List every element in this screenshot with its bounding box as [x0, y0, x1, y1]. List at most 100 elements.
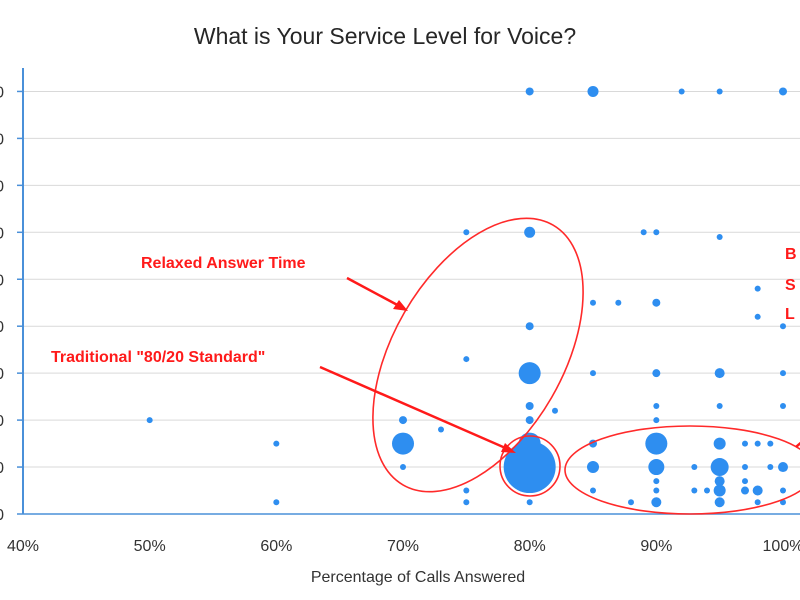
data-bubble [653, 487, 660, 494]
data-bubble [463, 499, 470, 506]
data-bubble [648, 459, 665, 476]
data-bubble [778, 462, 788, 473]
best-service-label-line2: S [785, 277, 796, 294]
x-tick-label: 70% [387, 538, 419, 555]
data-bubble [273, 440, 280, 447]
data-bubble [754, 440, 761, 447]
data-bubble [767, 464, 774, 471]
best-service-level-oval [564, 425, 800, 515]
y-tick-label: 0 [0, 319, 4, 336]
data-bubble [752, 485, 763, 496]
data-bubble [713, 484, 726, 497]
data-bubble [710, 458, 729, 477]
x-tick-labels: 40% 50% 60% 70% 80% 90% 100% [7, 538, 800, 555]
data-bubbles [146, 85, 788, 508]
data-bubble [526, 499, 533, 506]
y-tick-labels: 0 0 0 0 0 0 0 0 0 0 [0, 84, 23, 524]
traditional-standard-arrow [319, 365, 511, 452]
relaxed-answer-arrowhead [393, 300, 408, 311]
data-bubble [653, 417, 660, 424]
data-bubble [463, 356, 470, 363]
y-tick-label: 0 [0, 366, 4, 383]
x-tick-label: 50% [134, 538, 166, 555]
grid-lines [23, 90, 800, 468]
data-bubble [587, 461, 599, 474]
data-bubble [652, 298, 661, 307]
x-tick-label: 60% [260, 538, 292, 555]
data-bubble [518, 362, 541, 385]
data-bubble [678, 88, 685, 95]
data-bubble [525, 416, 534, 425]
data-bubble [714, 476, 725, 487]
y-tick-label: 0 [0, 84, 4, 101]
x-axis-label: Percentage of Calls Answered [311, 569, 525, 586]
data-bubble [503, 441, 556, 494]
x-tick-label: 80% [514, 538, 546, 555]
y-tick-label: 0 [0, 131, 4, 148]
data-bubble [653, 403, 660, 410]
data-bubble [713, 437, 726, 450]
y-tick-label: 0 [0, 460, 4, 477]
data-bubble [146, 417, 153, 424]
data-bubble [767, 440, 774, 447]
data-bubble [742, 440, 748, 447]
data-bubble [438, 426, 444, 433]
data-bubble [587, 85, 599, 97]
y-tick-label: 0 [0, 178, 4, 195]
data-bubble [779, 87, 787, 96]
data-bubble [780, 403, 786, 410]
x-tick-label: 100% [763, 538, 800, 555]
data-bubble [742, 478, 748, 485]
traditional-standard-label: Traditional "80/20 Standard" [51, 349, 265, 366]
data-bubble [780, 370, 786, 377]
data-bubble [653, 229, 660, 236]
traditional-standard-circle [499, 435, 561, 497]
data-bubble [392, 432, 414, 455]
y-tick-label: 0 [0, 225, 4, 242]
data-bubble [691, 487, 698, 494]
data-bubble [714, 368, 725, 379]
relaxed-answer-oval [372, 217, 584, 493]
data-bubble [741, 486, 749, 495]
data-bubble [525, 87, 534, 96]
y-tick-label: 0 [0, 507, 4, 524]
data-bubble [780, 487, 786, 494]
data-bubble [716, 88, 723, 95]
data-bubble [652, 369, 661, 378]
data-bubble [653, 478, 660, 485]
data-bubble [754, 313, 761, 320]
traditional-standard-arrowhead [501, 443, 516, 453]
data-bubble [704, 487, 710, 494]
x-tick-label: 40% [7, 538, 39, 555]
data-bubble [525, 322, 534, 331]
data-bubble [524, 226, 536, 238]
data-bubble [590, 370, 596, 377]
data-bubble [645, 432, 668, 455]
relaxed-answer-arrow [346, 276, 404, 310]
data-bubble [628, 499, 634, 506]
data-bubble [714, 497, 725, 508]
data-bubble [742, 464, 748, 471]
data-bubble [754, 285, 761, 292]
data-bubble [754, 499, 761, 506]
data-bubble [273, 499, 280, 506]
y-tick-label: 0 [0, 413, 4, 430]
data-bubble [552, 407, 558, 414]
data-bubble [615, 299, 622, 306]
data-bubble [640, 229, 647, 236]
best-service-label-line1: B [785, 246, 797, 263]
data-bubble [716, 403, 723, 410]
best-service-label-line3: L [785, 306, 795, 323]
best-service-arrow [795, 441, 800, 448]
data-bubble [651, 497, 662, 508]
data-bubble [463, 229, 470, 236]
data-bubble [400, 464, 406, 471]
data-bubble [525, 402, 534, 411]
chart-title: What is Your Service Level for Voice? [194, 23, 576, 49]
data-bubble [463, 487, 470, 494]
data-bubble [780, 323, 786, 330]
data-bubble [590, 487, 596, 494]
relaxed-answer-label: Relaxed Answer Time [141, 255, 306, 272]
data-bubble [590, 299, 596, 306]
